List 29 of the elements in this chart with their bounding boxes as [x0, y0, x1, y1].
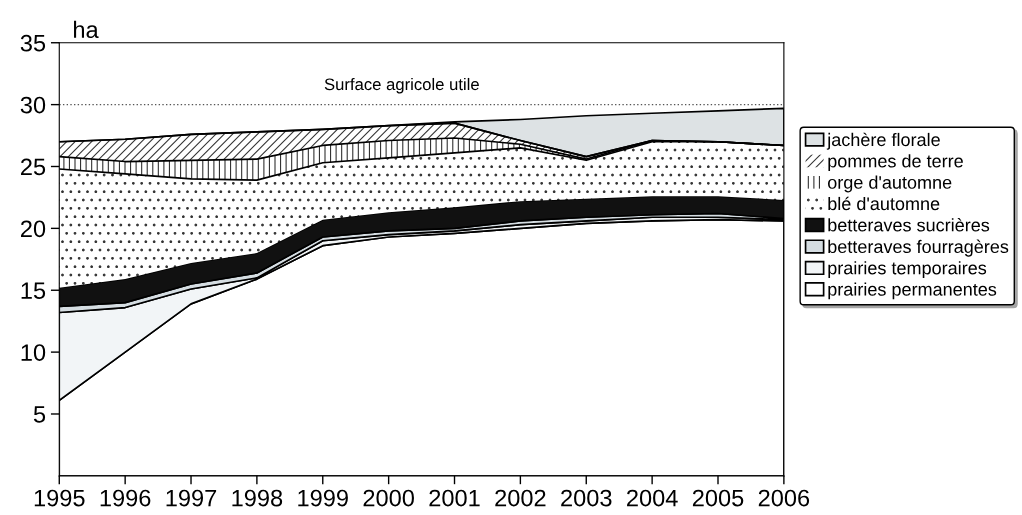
x-tick-label: 1997 [166, 489, 217, 507]
x-tick-label: 2002 [495, 489, 546, 507]
y-tick-label: 15 [21, 282, 46, 300]
x-tick-label: 2001 [429, 489, 480, 507]
x-tick-label: 1996 [100, 489, 151, 507]
x-tick-label: 2004 [627, 489, 678, 507]
legend-label: betteraves fourragères [828, 239, 1009, 257]
legend-label: betteraves sucrières [828, 218, 990, 232]
x-tick-label: 1999 [298, 489, 348, 507]
legend-label: orge d'automne [827, 175, 952, 193]
ref-line-label: Surface agricole utile [324, 77, 479, 94]
legend-label: jachère florale [826, 132, 940, 150]
y-axis-title: ha [74, 20, 99, 39]
y-tick-label: 35 [20, 34, 46, 52]
y-tick-label: 5 [33, 406, 46, 423]
x-tick-label: 1995 [34, 489, 85, 507]
y-tick-label: 30 [20, 96, 46, 114]
x-tick-label: 1998 [232, 489, 283, 507]
x-tick-label: 2000 [363, 489, 414, 507]
x-tick-label: 2005 [692, 489, 744, 507]
y-tick-label: 20 [21, 220, 46, 238]
legend-label: pommes de terre [828, 154, 963, 172]
x-tick-label: 2006 [758, 489, 810, 507]
y-tick-label: 25 [21, 158, 46, 176]
legend-label: prairies permanentes [828, 282, 997, 300]
x-tick-label: 2003 [561, 489, 612, 507]
y-tick-label: 10 [21, 344, 46, 361]
legend-label: blé d'automne [828, 196, 940, 211]
legend-label: prairies temporaires [828, 261, 987, 278]
